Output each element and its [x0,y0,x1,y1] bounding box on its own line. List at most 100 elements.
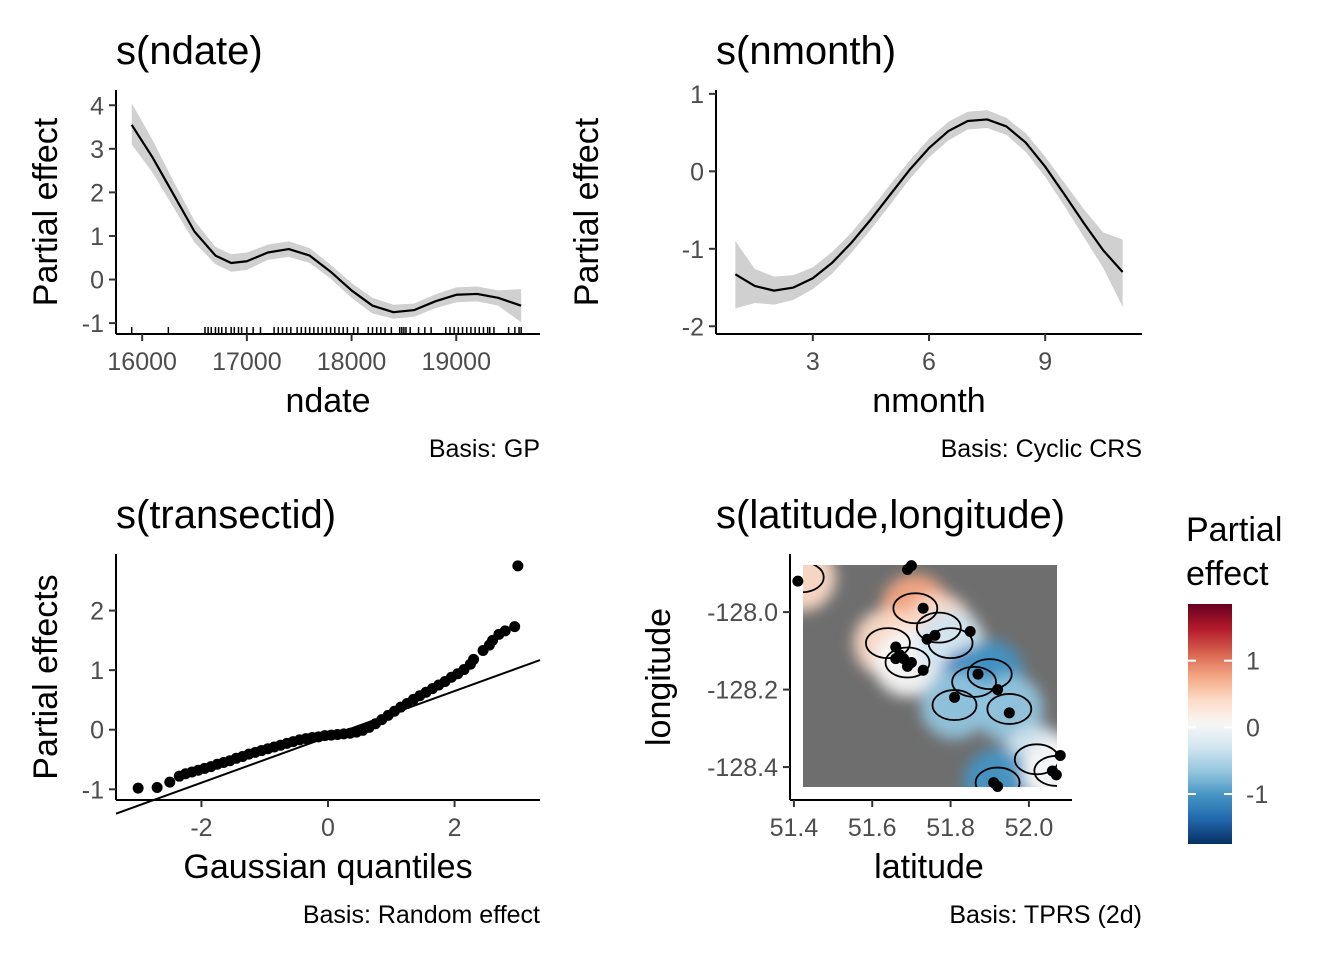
location-point [1003,707,1015,719]
panel-transectid: s(transectid) -2 0 2 -1 0 1 2 Gaussian quanti… [27,493,541,929]
location-point [992,780,1004,792]
panel-title: s(ndate) [116,29,263,73]
qq-point [499,625,511,637]
legend-title-line-1: Partial [1186,511,1282,549]
legend-tick-label: 1 [1246,648,1260,676]
contour [986,693,1033,725]
y-tick-label: 0 [90,267,104,295]
panel-ndate: s(ndate) 16000 17000 18000 19000 -1 0 1 2 3 4 nd… [27,29,540,463]
rug-marks [130,327,522,334]
colorbar-legend: Partial effect 1 0 -1 [1186,511,1282,844]
x-tick-label: 52.0 [1005,814,1054,842]
x-tick-label: 9 [1038,348,1052,376]
location-point [792,575,804,587]
ribbon [131,103,522,323]
location-points [792,560,1066,792]
basis-caption: Basis: GP [429,435,540,463]
x-tick-label: 6 [922,348,936,376]
y-tick-label: 4 [90,92,104,120]
contour [974,766,1021,787]
y-tick-label: -1 [682,236,704,264]
y-ticks: -2 -1 0 1 [682,81,716,341]
x-ticks: 51.4 51.6 51.8 52.0 [770,800,1054,842]
contour [966,658,1013,690]
panel-nmonth: s(nmonth) 3 6 9 -2 -1 0 1 nmonth Partial effe… [568,29,1142,463]
y-tick-label: -128.0 [707,599,778,627]
location-point [964,625,976,637]
contour [1013,743,1057,776]
x-tick-label: 16000 [107,348,177,376]
contour-lines [803,565,1057,787]
location-point [917,664,929,676]
x-tick-label: 0 [321,814,335,842]
location-point [917,602,929,614]
y-axis-label: Partial effect [568,117,606,306]
x-tick-label: 19000 [421,348,491,376]
legend-tick-label: 0 [1246,714,1260,742]
y-tick-label: 2 [90,179,104,207]
location-point [890,653,902,665]
x-tick-label: 2 [448,814,462,842]
location-point [902,563,913,575]
qq-point [132,782,144,794]
x-axis-label: nmonth [872,382,985,420]
x-tick-label: 51.4 [770,814,819,842]
x-ticks: 16000 17000 18000 19000 [107,334,491,376]
fitted-curve [130,124,522,314]
y-tick-label: -1 [82,310,104,338]
legend-title-line-2: effect [1186,555,1269,593]
x-axis-label: latitude [874,848,984,886]
location-point [972,668,984,680]
qq-points [132,560,524,794]
location-point [902,660,913,672]
y-ticks: -1 0 1 2 [82,598,116,804]
field-blob [803,565,836,612]
panel-title: s(latitude,longitude) [716,493,1065,537]
contour [915,611,962,644]
smooth-line [130,124,522,314]
panel-lat-lon: s(latitude,longitude) 51.4 51.6 51.8 52.0 -… [640,493,1282,929]
location-point [1054,749,1066,761]
y-tick-label: 1 [90,223,104,251]
contour [931,689,978,721]
qq-point [512,560,524,572]
qq-point [151,781,163,793]
x-tick-label: 51.8 [926,814,975,842]
x-axis-label: Gaussian quantiles [183,848,472,886]
x-tick-label: 51.6 [848,814,897,842]
y-tick-label: -1 [82,776,104,804]
y-axis-label: Partial effects [27,574,65,779]
contour [803,565,825,594]
fitted-curve [734,118,1124,292]
y-tick-label: 0 [90,717,104,745]
contour [892,592,939,625]
y-ticks: -1 0 1 2 3 4 [82,92,116,338]
qq-point [509,621,521,633]
y-ticks: -128.0 -128.2 -128.4 [707,599,790,782]
smooth-line [734,118,1124,292]
y-tick-label: -128.2 [707,677,778,705]
y-tick-label: 0 [690,158,704,186]
x-tick-label: 17000 [212,348,282,376]
location-point [992,684,1004,696]
contour [884,646,931,679]
legend-tick-label: -1 [1246,781,1268,809]
x-axis-label: ndate [285,382,370,420]
location-point [949,691,960,703]
contour [865,627,911,660]
location-point [921,633,933,645]
y-tick-label: 2 [90,598,104,626]
ribbon [735,110,1123,309]
field-blob [920,671,989,740]
panel-title: s(nmonth) [716,29,896,73]
location-point [1050,769,1062,781]
qq-point [164,776,176,788]
y-tick-label: 1 [690,81,704,109]
x-ticks: 3 6 9 [806,334,1052,376]
colorbar [1188,604,1232,844]
y-axis-label: longitude [640,608,678,746]
confidence-band [131,103,522,323]
x-tick-label: 3 [806,348,820,376]
basis-caption: Basis: Cyclic CRS [941,435,1142,463]
qq-point [468,653,480,665]
